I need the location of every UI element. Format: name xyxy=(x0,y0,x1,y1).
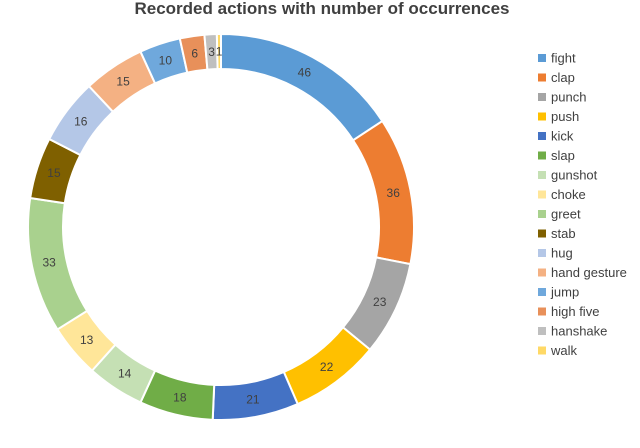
legend-label-walk: walk xyxy=(550,343,578,358)
data-label-slap: 18 xyxy=(173,391,187,405)
legend-swatch-kick xyxy=(538,132,546,140)
legend-label-choke: choke xyxy=(551,187,586,202)
data-label-hanshake: 3 xyxy=(208,45,215,59)
legend-label-kick: kick xyxy=(551,129,574,144)
legend: fight clap punch push kick slap gunshot choke gr… xyxy=(538,51,627,358)
data-label-fight: 46 xyxy=(298,66,312,80)
data-label-high-five: 6 xyxy=(191,46,198,60)
legend-swatch-stab xyxy=(538,229,546,238)
legend-swatch-gunshot xyxy=(538,171,546,179)
legend-label-slap: slap xyxy=(551,148,575,163)
data-label-punch: 23 xyxy=(373,295,387,309)
data-label-jump: 10 xyxy=(159,54,173,68)
legend-swatch-punch xyxy=(538,93,546,101)
slice-clap xyxy=(351,119,415,266)
data-label-walk: 1 xyxy=(216,45,223,59)
legend-label-clap: clap xyxy=(551,70,575,85)
chart-title: Recorded actions with number of occurren… xyxy=(134,0,509,18)
legend-swatch-choke xyxy=(538,190,546,199)
legend-label-gunshot: gunshot xyxy=(551,168,598,183)
legend-swatch-slap xyxy=(538,151,546,160)
legend-label-jump: jump xyxy=(550,285,579,300)
legend-label-hand-gesture: hand gesture xyxy=(551,265,627,280)
slice-fight xyxy=(220,32,384,142)
legend-swatch-clap xyxy=(538,73,546,82)
slice-labels: 46 36 23 22 21 18 14 13 33 15 16 15 10 6 3 1 xyxy=(42,45,400,407)
legend-swatch-greet xyxy=(538,210,546,218)
legend-swatch-hanshake xyxy=(538,327,546,335)
legend-swatch-high-five xyxy=(538,307,546,316)
legend-label-punch: punch xyxy=(551,90,586,105)
legend-label-fight: fight xyxy=(551,51,576,66)
legend-label-hug: hug xyxy=(551,246,573,261)
data-label-push: 22 xyxy=(320,360,334,374)
legend-label-greet: greet xyxy=(551,207,581,222)
data-label-greet: 33 xyxy=(42,256,56,270)
data-label-clap: 36 xyxy=(387,186,401,200)
legend-label-push: push xyxy=(551,109,579,124)
legend-swatch-push xyxy=(538,112,546,121)
legend-swatch-jump xyxy=(538,288,546,296)
data-label-kick: 21 xyxy=(246,393,260,407)
data-label-stab: 15 xyxy=(47,166,61,180)
donut-slices xyxy=(27,32,415,421)
data-label-hug: 16 xyxy=(74,114,88,128)
data-label-hand-gesture: 15 xyxy=(116,74,130,88)
legend-label-hanshake: hanshake xyxy=(551,324,607,339)
legend-label-stab: stab xyxy=(551,226,576,241)
legend-swatch-fight xyxy=(538,54,546,62)
data-label-choke: 13 xyxy=(80,333,94,347)
slice-greet xyxy=(27,196,89,331)
slice-walk xyxy=(215,32,222,71)
legend-label-high-five: high five xyxy=(551,304,599,319)
legend-swatch-hug xyxy=(538,249,546,257)
legend-swatch-hand-gesture xyxy=(538,268,546,277)
data-label-gunshot: 14 xyxy=(118,367,132,381)
legend-swatch-walk xyxy=(538,346,546,355)
